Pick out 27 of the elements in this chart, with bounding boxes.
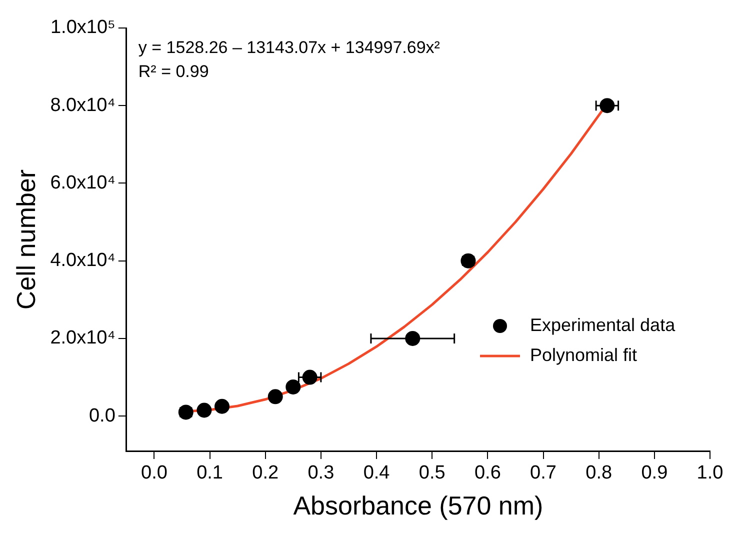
- y-tick-label: 8.0x10⁴: [50, 94, 116, 116]
- x-tick-label: 0.3: [308, 462, 334, 484]
- point: [196, 402, 212, 418]
- annotation: R² = 0.99: [138, 62, 209, 82]
- point: [286, 379, 301, 394]
- x-tick-label: 0.4: [363, 462, 390, 484]
- x-tick-label: 0.6: [474, 462, 501, 484]
- x-tick-label: 0.7: [530, 462, 556, 484]
- point: [268, 389, 283, 404]
- annotation: y = 1528.26 – 13143.07x + 134997.69x²: [138, 38, 440, 58]
- x-axis-title: Absorbance (570 nm): [293, 490, 544, 521]
- y-tick-label: 4.0x10⁴: [50, 250, 116, 272]
- y-tick-label: 2.0x10⁴: [50, 328, 116, 349]
- y-axis-title: Cell number: [10, 169, 41, 310]
- x-tick-label: 0.0: [140, 462, 168, 484]
- y-tick-label: 0.0: [88, 405, 116, 426]
- x-tick-label: 0.9: [641, 462, 668, 484]
- point: [214, 398, 230, 414]
- legend-label: Experimental data: [530, 314, 676, 335]
- x-tick-label: 0.8: [586, 462, 612, 484]
- legend-label: Polynomial fit: [530, 344, 638, 365]
- y-tick-label: 1.0x10⁵: [50, 17, 116, 38]
- x-tick-label: 1.0: [696, 462, 724, 484]
- x-tick-label: 0.2: [252, 462, 279, 484]
- x-tick-label: 0.5: [418, 462, 446, 484]
- x-tick-label: 0.1: [196, 462, 223, 484]
- y-tick-label: 6.0x10⁴: [50, 172, 116, 194]
